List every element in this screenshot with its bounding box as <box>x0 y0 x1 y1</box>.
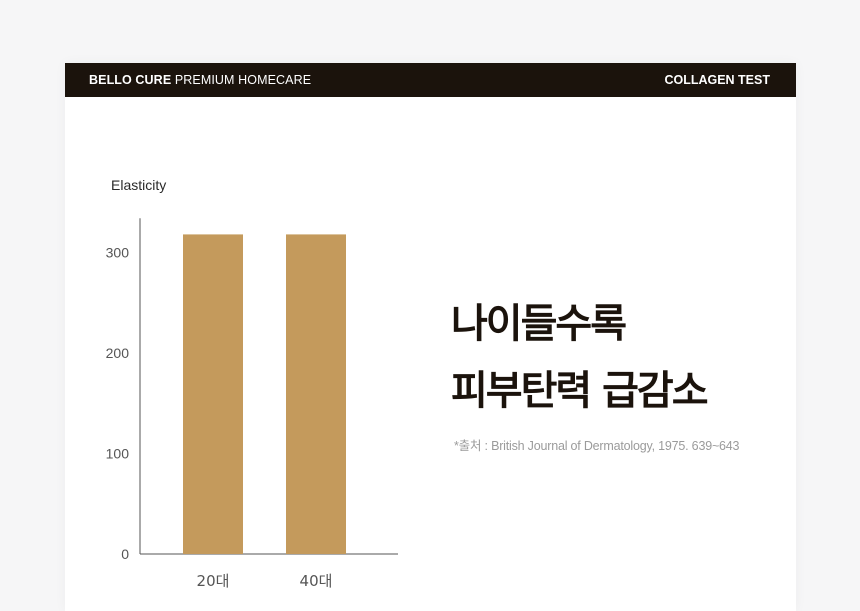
y-tick-label: 0 <box>121 546 129 562</box>
bar-2 <box>286 234 346 554</box>
brand-label: BELLO CURE PREMIUM HOMECARE <box>89 73 311 87</box>
y-tick-label: 200 <box>106 345 130 361</box>
x-tick-label: 20대 <box>197 572 230 590</box>
y-tick-label: 300 <box>106 245 130 261</box>
source-citation: *출처 : British Journal of Dermatology, 19… <box>454 439 740 453</box>
x-tick-label: 40대 <box>300 572 333 590</box>
card: BELLO CURE PREMIUM HOMECARE COLLAGEN TES… <box>65 63 796 611</box>
headline-line-2: 피부탄력 급감소 <box>451 368 709 414</box>
y-axis-label: Elasticity <box>111 177 166 193</box>
bar-chart: Elasticity 0 100 200 300 20대 40대 <box>106 177 398 590</box>
headline: 나이들수록 피부탄력 급감소 <box>451 291 709 425</box>
section-title: COLLAGEN TEST <box>664 73 770 87</box>
brand-tagline: PREMIUM HOMECARE <box>174 73 312 87</box>
y-tick-label: 100 <box>106 446 130 462</box>
headline-line-1: 나이들수록 <box>451 301 627 347</box>
header-bar: BELLO CURE PREMIUM HOMECARE COLLAGEN TES… <box>65 63 796 97</box>
brand-name: BELLO CURE <box>89 73 172 87</box>
bar-1 <box>183 234 243 554</box>
